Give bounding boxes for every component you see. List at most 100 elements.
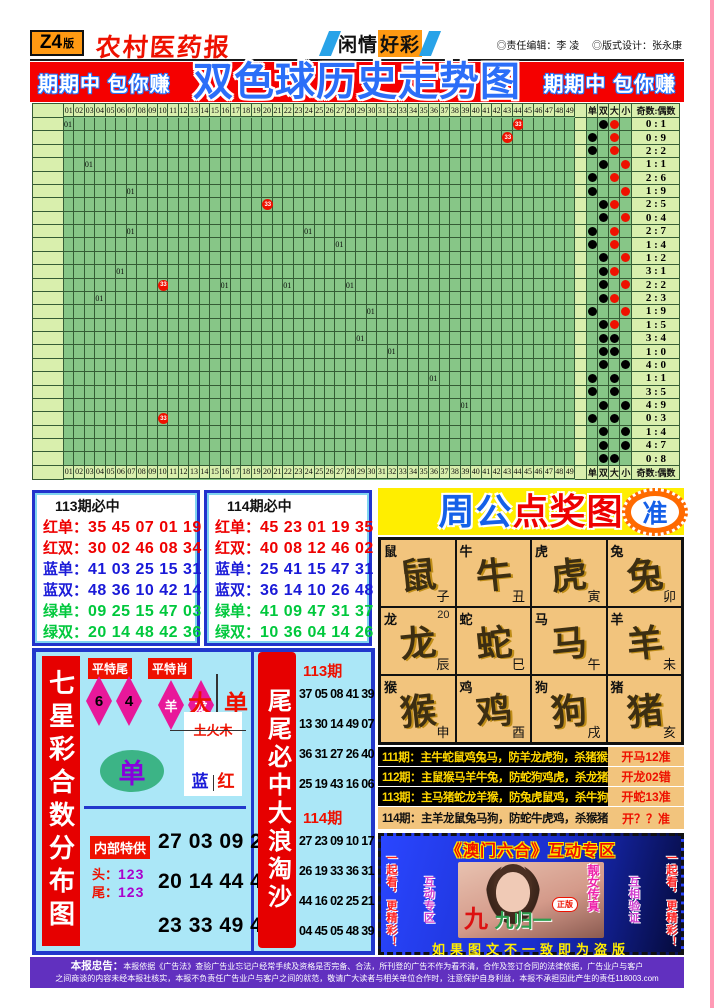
grid-cell <box>116 412 127 426</box>
grid-cell <box>387 305 398 319</box>
black-dot-icon <box>587 226 597 236</box>
grid-cell <box>293 318 305 332</box>
weiwei-number-row: 04 45 05 48 39 <box>299 924 375 938</box>
grid-row-label <box>33 345 64 359</box>
grid-cell <box>429 184 440 199</box>
grid-cell <box>126 131 138 145</box>
grid-cell <box>481 278 492 292</box>
element-text: 土火木 <box>170 720 246 739</box>
grid-cell <box>178 305 190 319</box>
grid-cell <box>262 372 273 386</box>
grid-cell <box>450 131 461 145</box>
black-dot-icon <box>598 280 608 290</box>
grid-cell <box>84 439 96 453</box>
grid-cell <box>272 211 284 225</box>
grid-col-header: 35 <box>418 465 430 479</box>
grid-sep-cell <box>575 425 588 439</box>
grid-cell <box>335 439 346 453</box>
grid-cell <box>126 398 138 413</box>
grid-cell <box>64 452 75 466</box>
grid-cell <box>272 332 284 346</box>
grid-cell <box>178 225 190 239</box>
grid-cell <box>491 372 503 386</box>
grid-cell <box>565 198 576 212</box>
grid-cell <box>491 358 503 373</box>
grid-cell <box>398 278 409 292</box>
grid-cell <box>168 385 179 399</box>
grid-cell <box>377 198 388 212</box>
grid-cell <box>544 358 555 373</box>
grid-cell <box>314 198 325 212</box>
grid-cell <box>168 345 179 359</box>
prediction-line: 红双：30 02 46 08 34 <box>43 540 202 557</box>
grid-cell <box>272 265 284 279</box>
grid-cell <box>304 144 315 159</box>
grid-daxiao-cell <box>609 345 621 359</box>
grid-row-label <box>33 452 64 466</box>
grid-cell <box>241 118 252 132</box>
grid-cell <box>304 305 315 319</box>
grid-cell <box>178 211 190 225</box>
grid-cell <box>533 158 545 172</box>
grid-cell <box>231 291 242 306</box>
grid-cell <box>105 171 117 185</box>
grid-cell <box>189 398 200 413</box>
grid-cell <box>95 131 106 145</box>
grid-cell <box>210 398 221 413</box>
grid-cell <box>460 198 472 212</box>
grid-cell <box>418 291 430 306</box>
grid-col-header: 12 <box>178 104 190 117</box>
grid-cell <box>293 291 305 306</box>
grid-cell <box>491 225 503 239</box>
grid-col-header: 08 <box>137 104 148 117</box>
grid-cell <box>84 452 96 466</box>
grid-cell <box>147 385 158 399</box>
grid-cell <box>377 265 388 279</box>
black-dot-icon <box>587 173 597 183</box>
grid-cell <box>251 398 263 413</box>
grid-cell <box>231 158 242 172</box>
grid-cell <box>345 398 357 413</box>
grid-cell <box>356 265 367 279</box>
tail-label: 尾： <box>92 885 119 900</box>
grid-cell <box>210 171 221 185</box>
grid-cell <box>377 452 388 466</box>
grid-cell <box>523 425 534 439</box>
grid-cell <box>116 452 127 466</box>
grid-cell <box>387 332 398 346</box>
grid-col-header: 09 <box>147 465 158 479</box>
grid-cell <box>272 452 284 466</box>
grid-cell <box>95 225 106 239</box>
grid-cell <box>241 398 252 413</box>
grid-cell <box>293 265 305 279</box>
grid-cell <box>460 238 472 252</box>
grid-cell <box>241 345 252 359</box>
grid-cell <box>512 251 524 266</box>
grid-cell <box>189 198 200 212</box>
grid-cell <box>304 372 315 386</box>
grid-cell <box>335 265 346 279</box>
grid-cell <box>387 211 398 225</box>
grid-cell <box>220 412 231 426</box>
grid-cell <box>398 425 409 439</box>
grid-cell <box>126 171 138 185</box>
grid-danshuang-cell <box>598 158 610 172</box>
prediction-line: 蓝单：25 41 15 47 31 <box>215 561 374 578</box>
grid-cell <box>178 198 190 212</box>
grid-col-header: 37 <box>439 104 451 117</box>
grid-cell <box>366 238 378 252</box>
grid-cell <box>251 198 263 212</box>
grid-cell <box>450 385 461 399</box>
grid-cell <box>272 158 284 172</box>
weiwei-number-row: 36 31 27 26 40 <box>299 747 375 761</box>
grid-cell <box>439 372 451 386</box>
grid-cell <box>241 184 252 199</box>
promo-photo: 靓女传真 正版 九 九归一 <box>458 862 604 938</box>
grid-daxiao-cell <box>620 332 633 346</box>
grid-cell <box>418 171 430 185</box>
grid-col-header: 06 <box>116 465 127 479</box>
grid-cell <box>324 291 336 306</box>
grid-cell <box>429 332 440 346</box>
grid-cell <box>512 358 524 373</box>
period-result-line: 113期：主马猪蛇龙羊猴，防兔虎鼠鸡，杀牛狗 开蛇13准 <box>378 787 684 806</box>
